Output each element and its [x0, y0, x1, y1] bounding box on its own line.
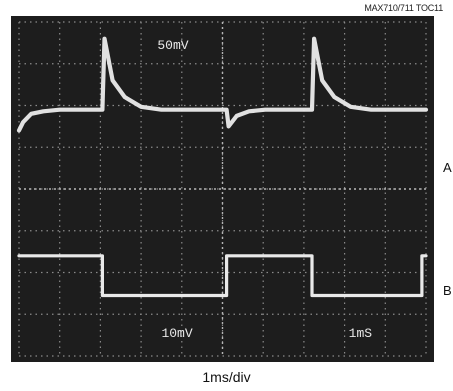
- scope-plot: 50mV 10mV 1mS: [11, 16, 434, 362]
- trace-label-b: B: [443, 283, 452, 298]
- trace-a: [16, 36, 429, 133]
- x-axis-label: 1ms/div: [202, 369, 251, 385]
- screen-readout: 1mS: [349, 326, 373, 341]
- screen-readout: 50mV: [157, 38, 188, 53]
- oscilloscope-screen: 50mV 10mV 1mS: [11, 16, 434, 362]
- screen-readout: 10mV: [161, 326, 192, 341]
- trace-b: [17, 254, 428, 298]
- trace-label-a: A: [443, 160, 452, 175]
- figure-id: MAX710/711 TOC11: [364, 3, 443, 13]
